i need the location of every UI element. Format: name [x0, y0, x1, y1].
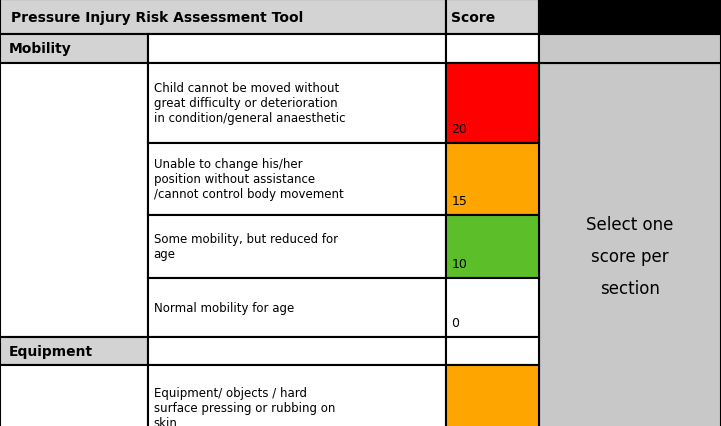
Bar: [446, 337, 539, 366]
Bar: [0, 35, 148, 63]
Text: Pressure Injury Risk Assessment Tool: Pressure Injury Risk Assessment Tool: [11, 11, 303, 24]
Bar: [539, 63, 721, 426]
Bar: [148, 366, 446, 426]
Bar: [0, 63, 148, 337]
Text: Equipment: Equipment: [9, 344, 93, 358]
Bar: [0, 366, 148, 426]
Text: Score: Score: [451, 11, 495, 24]
Bar: [446, 278, 539, 337]
Bar: [148, 278, 446, 337]
Bar: [148, 35, 446, 63]
Text: Equipment/ objects / hard
surface pressing or rubbing on
skin: Equipment/ objects / hard surface pressi…: [154, 386, 335, 426]
Bar: [148, 63, 446, 144]
Bar: [148, 337, 446, 366]
Text: Unable to change his/her
position without assistance
/cannot control body moveme: Unable to change his/her position withou…: [154, 158, 343, 201]
Bar: [446, 63, 539, 144]
Bar: [0, 337, 148, 366]
Text: Normal mobility for age: Normal mobility for age: [154, 301, 294, 314]
Text: Child cannot be moved without
great difficulty or deterioration
in condition/gen: Child cannot be moved without great diff…: [154, 82, 345, 125]
Bar: [446, 366, 539, 426]
Text: 20: 20: [451, 123, 467, 136]
Text: 15: 15: [451, 195, 467, 207]
Text: 0: 0: [451, 317, 459, 329]
Bar: [0, 0, 446, 35]
Bar: [446, 0, 539, 35]
Text: Mobility: Mobility: [9, 42, 71, 56]
Bar: [148, 215, 446, 278]
Text: 10: 10: [451, 258, 467, 271]
Bar: [539, 0, 721, 35]
Bar: [148, 144, 446, 215]
Bar: [446, 35, 539, 63]
Bar: [539, 35, 721, 63]
Text: Select one
score per
section: Select one score per section: [586, 216, 674, 298]
Bar: [446, 215, 539, 278]
Text: Some mobility, but reduced for
age: Some mobility, but reduced for age: [154, 233, 337, 261]
Bar: [446, 144, 539, 215]
